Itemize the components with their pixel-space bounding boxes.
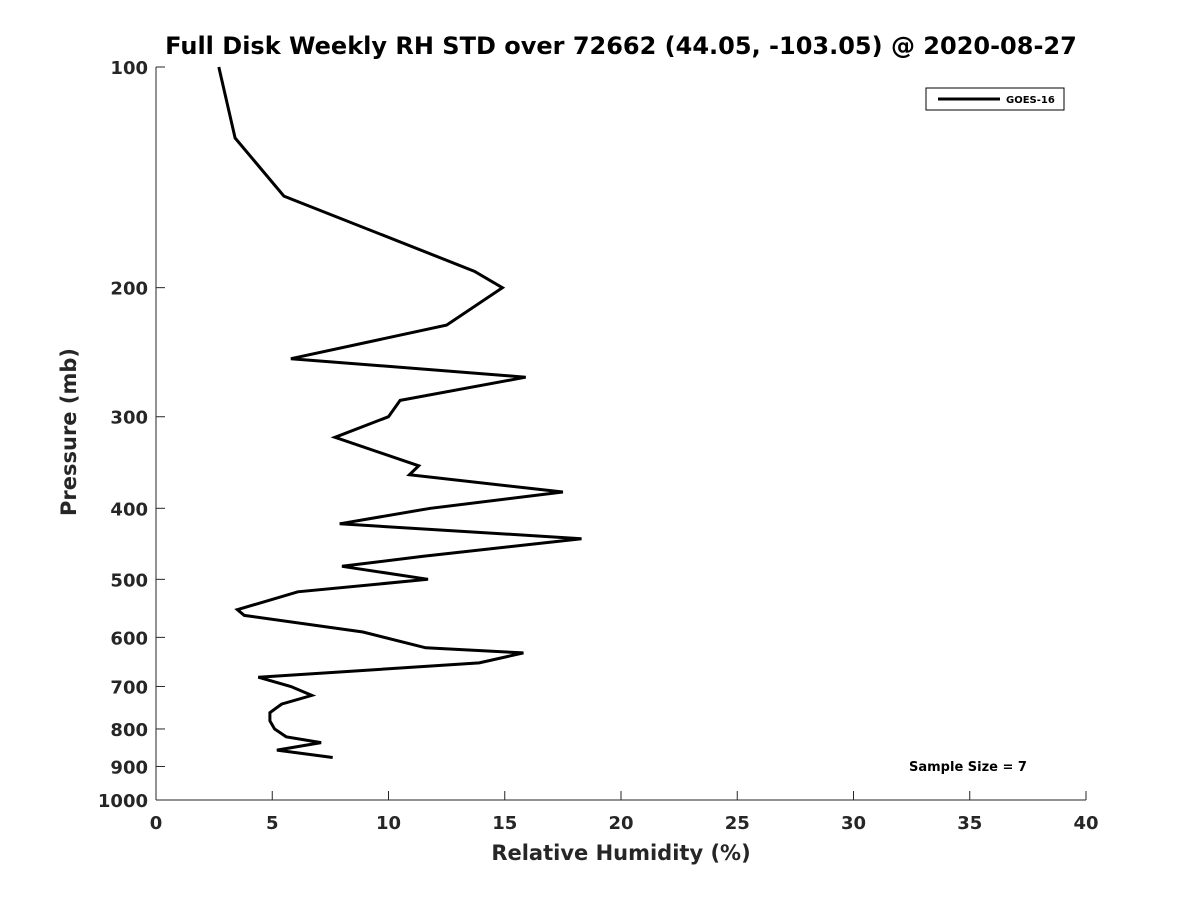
legend-label-goes-16: GOES-16 <box>1006 95 1055 106</box>
x-tick-label: 35 <box>957 813 982 834</box>
x-tick-label: 0 <box>150 813 163 834</box>
x-tick-label: 20 <box>608 813 633 834</box>
y-tick-label: 300 <box>110 408 148 429</box>
y-tick-label: 800 <box>110 720 148 741</box>
chart-title: Full Disk Weekly RH STD over 72662 (44.0… <box>165 32 1077 60</box>
y-tick-label: 900 <box>110 757 148 778</box>
y-tick-label: 100 <box>110 58 148 79</box>
x-tick-label: 15 <box>492 813 517 834</box>
series-line-goes-16 <box>217 66 582 759</box>
x-tick-label: 5 <box>266 813 279 834</box>
x-axis-ticks: 0 5 10 15 20 25 30 35 40 <box>150 791 1099 834</box>
x-tick-label: 25 <box>725 813 750 834</box>
legend: GOES-16 <box>925 87 1065 111</box>
y-tick-label: 700 <box>110 677 148 698</box>
y-tick-label: 500 <box>110 570 148 591</box>
x-tick-label: 10 <box>376 813 401 834</box>
y-axis-ticks: 100 200 300 400 500 600 700 800 900 1000 <box>98 58 165 812</box>
series-layer <box>217 66 582 759</box>
x-tick-label: 30 <box>841 813 866 834</box>
y-tick-label: 200 <box>110 279 148 300</box>
x-tick-label: 40 <box>1073 813 1098 834</box>
y-axis-label: Pressure (mb) <box>57 348 81 516</box>
y-tick-label: 1000 <box>98 791 148 812</box>
y-tick-label: 600 <box>110 628 148 649</box>
x-axis-label: Relative Humidity (%) <box>491 841 750 865</box>
y-tick-label: 400 <box>110 499 148 520</box>
sample-size-annotation: Sample Size = 7 <box>909 760 1027 775</box>
